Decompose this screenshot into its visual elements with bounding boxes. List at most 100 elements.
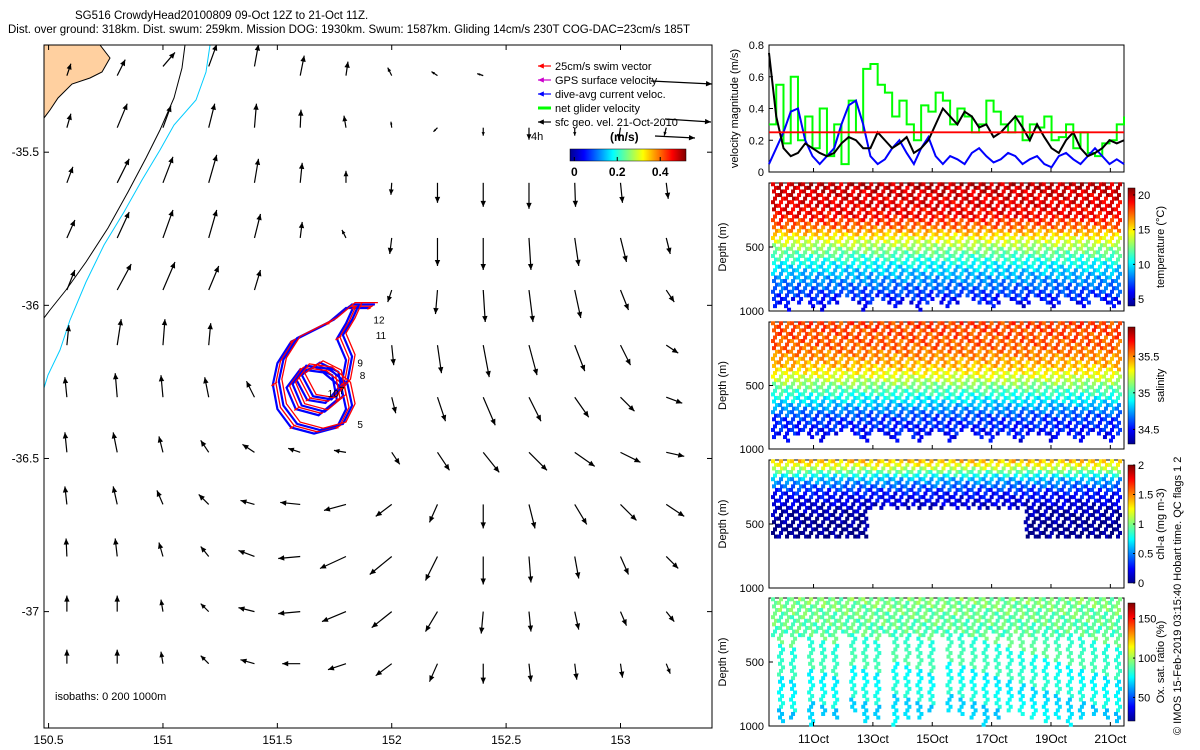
section-dot (1067, 193, 1072, 198)
section-dot (815, 185, 820, 190)
section-colorbar-tick-label: 15 (1138, 225, 1150, 237)
section-dot (847, 271, 852, 276)
section-dot (863, 353, 868, 358)
section-dot (899, 427, 904, 432)
section-dot (960, 399, 965, 404)
section-dot (879, 210, 884, 215)
section-dot (989, 200, 994, 205)
section-dot (817, 356, 822, 361)
section-dot (849, 470, 854, 475)
surface-velocity-arrow-head (62, 377, 69, 384)
section-dot (775, 264, 779, 269)
section-dot (1053, 261, 1058, 266)
section-dot (1107, 275, 1112, 280)
section-dot (889, 466, 894, 471)
section-dot (900, 243, 905, 248)
section-dot (892, 466, 897, 471)
section-dot (981, 218, 986, 223)
section-dot (1108, 282, 1113, 287)
section-dot (858, 253, 863, 258)
section-dot (831, 289, 836, 294)
section-dot (1029, 420, 1034, 425)
section-dot (949, 381, 954, 386)
section-dot (844, 424, 849, 429)
section-dot (981, 289, 986, 294)
section-dot (803, 232, 808, 237)
section-dot (947, 349, 952, 354)
section-dot (808, 246, 813, 251)
section-dot (945, 353, 950, 358)
section-dot (787, 271, 792, 276)
section-dot (912, 268, 917, 273)
section-dot (1061, 363, 1066, 368)
section-dot (774, 431, 778, 436)
section-dot (899, 477, 904, 482)
section-dot (887, 385, 892, 390)
section-dot (785, 342, 790, 347)
section-dot (970, 271, 975, 276)
section-dot (946, 257, 951, 262)
section-dot (984, 378, 989, 383)
section-dot (792, 473, 797, 478)
section-dot (833, 232, 838, 237)
section-dot (901, 353, 906, 358)
section-dot (813, 502, 818, 507)
section-dot (959, 253, 964, 258)
section-dot (1056, 367, 1061, 372)
section-dot (822, 232, 827, 237)
section-dot (1107, 342, 1112, 347)
section-dot (985, 300, 990, 305)
section-dot (1045, 331, 1050, 336)
section-dot (1038, 182, 1043, 187)
section-dot (1098, 236, 1103, 241)
section-dot (916, 413, 921, 418)
section-dot (841, 509, 846, 514)
section-dot (819, 349, 824, 354)
section-dot (879, 331, 884, 336)
section-dot (870, 417, 875, 422)
section-dot (1042, 328, 1047, 333)
section-dot (862, 207, 867, 212)
section-dot (831, 374, 836, 379)
section-dot (961, 232, 966, 237)
section-dot (885, 388, 890, 393)
section-dot (811, 353, 816, 358)
section-dot (1042, 399, 1047, 404)
section-dot (850, 339, 855, 344)
section-dot (858, 427, 863, 432)
section-dot (841, 214, 846, 219)
section-dot (808, 523, 813, 528)
section-dot (796, 534, 801, 539)
section-dot (899, 253, 904, 258)
section-dot (1045, 420, 1050, 425)
section-dot (1115, 286, 1119, 291)
section-dot (949, 328, 954, 333)
section-dot (1009, 207, 1014, 212)
section-dot (1110, 189, 1115, 194)
section-dot (786, 349, 791, 354)
surface-velocity-arrow-head (254, 45, 261, 51)
section-dot (868, 228, 873, 233)
section-dot (987, 498, 992, 503)
section-dot (983, 424, 988, 429)
section-dot (930, 417, 935, 422)
section-dot (1096, 293, 1101, 298)
section-dot (894, 293, 899, 298)
section-dot (877, 200, 882, 205)
section-dot (975, 424, 980, 429)
section-dot (1110, 279, 1115, 284)
section-dot (1099, 243, 1104, 248)
section-dot (1011, 356, 1016, 361)
section-dot (892, 296, 897, 301)
surface-velocity-arrow-head (429, 515, 435, 523)
section-dot (1110, 243, 1115, 248)
section-dot (1045, 300, 1050, 305)
section-dot (916, 480, 921, 485)
section-dot (852, 406, 857, 411)
section-dot (1072, 207, 1077, 212)
section-dot (817, 530, 822, 535)
surface-velocity-arrow-head (481, 132, 485, 136)
section-dot (1045, 264, 1050, 269)
section-dot (801, 530, 806, 535)
section-dot (891, 374, 896, 379)
